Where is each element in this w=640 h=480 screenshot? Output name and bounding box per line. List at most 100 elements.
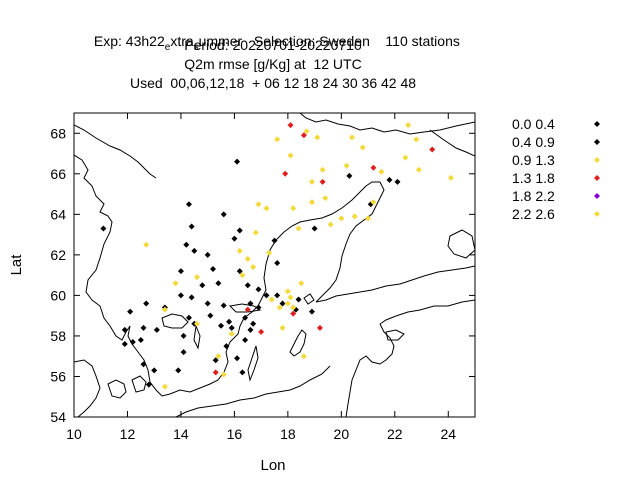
- station-point: [300, 353, 307, 360]
- plot-frame: [73, 112, 476, 418]
- station-point: [185, 201, 192, 208]
- station-point: [258, 328, 265, 335]
- station-point: [175, 367, 182, 374]
- station-point: [308, 308, 315, 315]
- station-point: [279, 324, 286, 331]
- station-point: [153, 326, 160, 333]
- legend-entry-label: 0.4 0.9: [512, 134, 555, 150]
- station-point: [220, 211, 227, 218]
- station-point: [346, 172, 353, 179]
- station-point: [370, 199, 377, 206]
- station-point: [252, 229, 259, 236]
- station-point: [215, 353, 222, 360]
- station-point: [191, 247, 198, 254]
- station-point: [279, 300, 286, 307]
- x-tick-label: 12: [120, 426, 136, 442]
- station-point: [121, 326, 128, 333]
- station-point: [290, 310, 297, 317]
- x-tick-label: 14: [173, 426, 189, 442]
- station-point: [244, 255, 251, 262]
- station-point: [284, 288, 291, 295]
- station-point: [236, 227, 243, 234]
- station-point: [316, 324, 323, 331]
- station-point: [338, 215, 345, 222]
- station-point: [193, 274, 200, 281]
- station-point: [145, 381, 152, 388]
- station-point: [161, 383, 168, 390]
- data-points: [100, 122, 454, 390]
- y-tick-label: 60: [50, 287, 66, 303]
- y-tick-label: 68: [50, 125, 66, 141]
- y-axis-label: Lat: [8, 254, 25, 276]
- station-point: [300, 132, 307, 139]
- station-point: [290, 304, 297, 311]
- station-point: [212, 369, 219, 376]
- station-point: [287, 122, 294, 129]
- station-point: [247, 326, 254, 333]
- coastline-map: [74, 113, 475, 417]
- station-point: [177, 292, 184, 299]
- station-point: [228, 330, 235, 337]
- y-tick-label: 54: [50, 409, 66, 425]
- station-point: [161, 306, 168, 313]
- station-point: [188, 223, 195, 230]
- legend-entry-marker: [594, 193, 600, 199]
- station-point: [231, 235, 238, 242]
- station-point: [276, 304, 283, 311]
- station-point: [271, 237, 278, 244]
- station-point: [199, 282, 206, 289]
- station-point: [378, 168, 385, 175]
- station-point: [143, 300, 150, 307]
- chart-title-line-4: Used 00,06,12,18 + 06 12 18 24 30 36 42 …: [129, 75, 417, 91]
- station-point: [236, 268, 243, 275]
- station-point: [365, 215, 372, 222]
- station-point: [351, 213, 358, 220]
- station-point: [185, 314, 192, 321]
- station-point: [129, 339, 136, 346]
- station-point: [255, 201, 262, 208]
- station-point: [223, 343, 230, 350]
- x-tick-label: 22: [387, 426, 403, 442]
- y-tick-label: 62: [50, 247, 66, 263]
- station-point: [322, 195, 329, 202]
- station-point: [308, 178, 315, 185]
- x-axis-label: Lon: [260, 457, 285, 474]
- chart-title-line-1: Exp: 43h22extrasummer Selection: Sweden …: [0, 17, 546, 53]
- legend-entry-label: 2.2 2.6: [512, 206, 555, 222]
- legend-entry-label: 0.0 0.4: [512, 116, 555, 132]
- station-point: [370, 164, 377, 171]
- station-point: [402, 154, 409, 161]
- y-tick-label: 64: [50, 206, 66, 222]
- station-point: [228, 324, 235, 331]
- station-point: [218, 322, 225, 329]
- station-point: [319, 178, 326, 185]
- station-point: [429, 146, 436, 153]
- station-point: [234, 158, 241, 165]
- x-tick-label: 16: [227, 426, 243, 442]
- station-point: [274, 136, 281, 143]
- station-point: [349, 134, 356, 141]
- legend-entry-marker: [594, 139, 600, 145]
- station-point: [140, 361, 147, 368]
- station-point: [204, 300, 211, 307]
- station-point: [327, 221, 334, 228]
- station-point: [151, 367, 158, 374]
- station-point: [405, 122, 412, 129]
- station-point: [236, 247, 243, 254]
- station-point: [239, 272, 246, 279]
- station-point: [177, 268, 184, 275]
- station-point: [287, 152, 294, 159]
- chart-title-line-3: Q2m rmse [g/Kg] at 12 UTC: [184, 56, 362, 72]
- station-point: [137, 336, 144, 343]
- station-point: [180, 332, 187, 339]
- station-point: [220, 371, 227, 378]
- station-point: [255, 304, 262, 311]
- station-point: [263, 205, 270, 212]
- station-point: [298, 280, 305, 287]
- station-point: [386, 176, 393, 183]
- station-point: [100, 225, 107, 232]
- station-point: [127, 308, 134, 315]
- station-point: [319, 166, 326, 173]
- station-point: [314, 134, 321, 141]
